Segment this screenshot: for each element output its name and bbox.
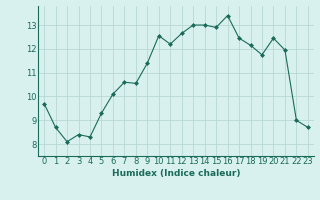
- X-axis label: Humidex (Indice chaleur): Humidex (Indice chaleur): [112, 169, 240, 178]
